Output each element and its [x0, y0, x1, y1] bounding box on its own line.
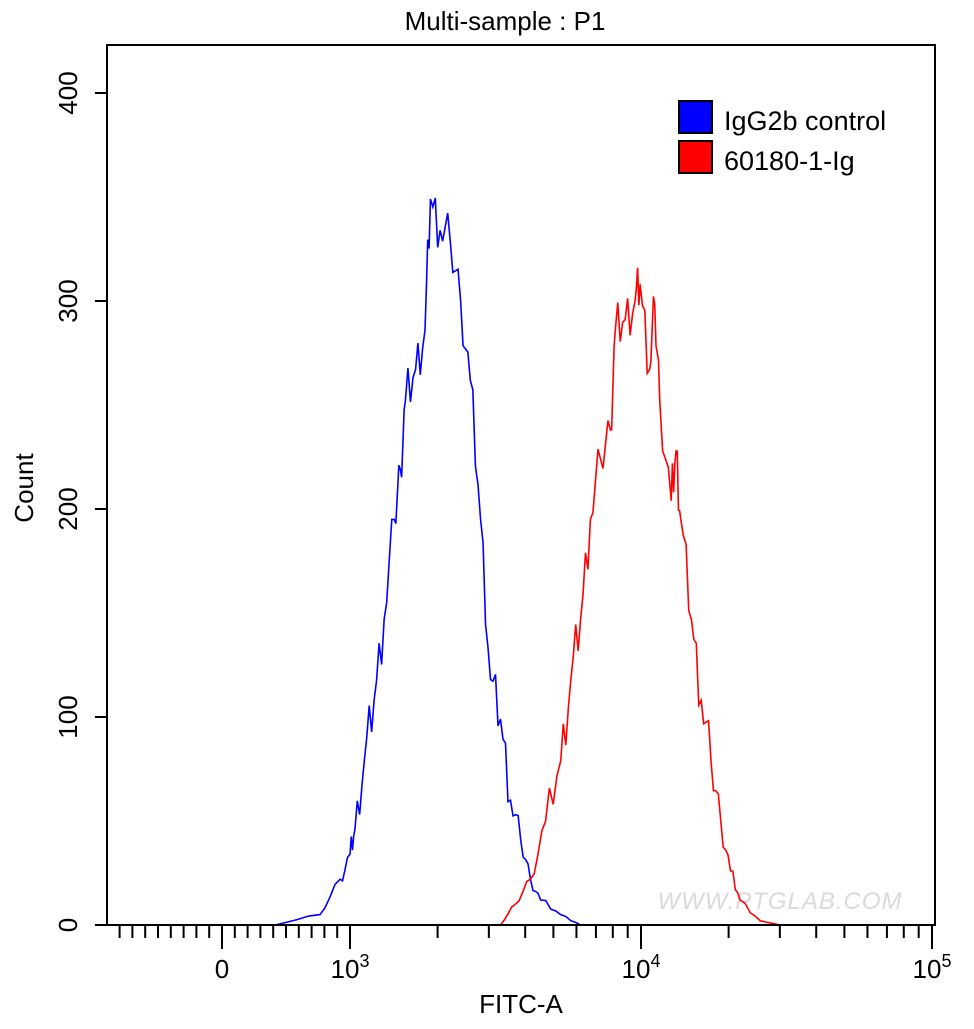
y-axis-label: Count — [9, 453, 39, 523]
x-tick-label: 103 — [331, 951, 370, 984]
x-axis: 0 103 104 105 — [118, 925, 952, 984]
legend-swatch-60180-1-ig — [678, 140, 713, 174]
series-layer — [274, 197, 781, 926]
y-tick-label: 100 — [53, 695, 83, 738]
y-tick-label: 200 — [53, 487, 83, 530]
y-tick-label: 300 — [53, 279, 83, 322]
y-axis: 0 100 200 300 400 — [53, 71, 107, 932]
x-axis-label: FITC-A — [479, 989, 563, 1019]
y-tick-label: 0 — [53, 918, 83, 932]
x-tick-label: 0 — [215, 954, 229, 984]
x-tick-exponent: 3 — [359, 951, 369, 971]
x-tick-exponent: 4 — [650, 951, 660, 971]
legend-label-igg2b-control: IgG2b control — [724, 106, 886, 136]
plot-frame — [106, 44, 936, 926]
x-tick-label: 104 — [622, 951, 661, 984]
legend: IgG2b control 60180-1-Ig — [678, 100, 886, 176]
y-tick-label: 400 — [53, 71, 83, 114]
x-tick-label: 105 — [913, 951, 952, 984]
legend-label-60180-1-ig: 60180-1-Ig — [724, 146, 855, 176]
series-line-60180-1-ig — [499, 267, 781, 926]
legend-swatch-igg2b-control — [678, 100, 713, 134]
watermark: WWW.PTGLAB.COM — [657, 888, 902, 915]
chart-title: Multi-sample : P1 — [405, 6, 606, 36]
series-line-igg2b-control — [274, 197, 581, 926]
x-tick-exponent: 5 — [941, 951, 951, 971]
